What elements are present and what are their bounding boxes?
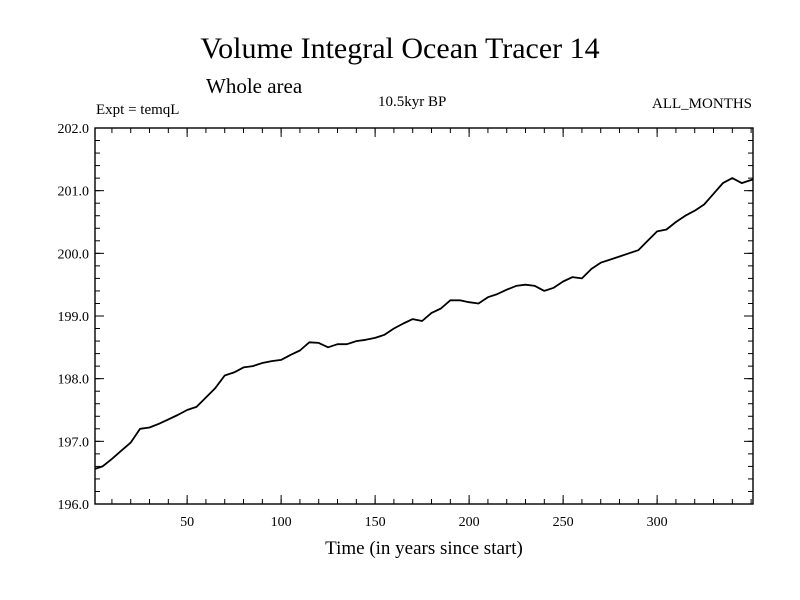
x-tick-label: 150 (365, 515, 386, 530)
y-tick-label: 197.0 (58, 435, 90, 450)
series-line (94, 177, 754, 470)
x-tick-label: 300 (647, 515, 668, 530)
y-tick-label: 202.0 (58, 122, 90, 137)
x-tick-label: 100 (271, 515, 292, 530)
period-label: 10.5kyr BP (378, 94, 447, 110)
x-tick-label: 50 (180, 515, 194, 530)
y-tick-label: 196.0 (58, 498, 90, 513)
series-group (94, 177, 754, 470)
y-tick-label: 198.0 (58, 373, 90, 388)
y-tick-label: 201.0 (58, 185, 90, 200)
axis-ticks (95, 127, 753, 505)
y-tick-label: 200.0 (58, 247, 90, 262)
chart-subtitle: Whole area (206, 74, 303, 98)
tick-labels: 196.0 197.0 198.0 199.0 200.0 201.0 202.0 50 100… (58, 122, 668, 530)
x-tick-label: 250 (553, 515, 574, 530)
x-axis-label: Time (in years since start) (325, 538, 523, 559)
y-tick-label: 199.0 (58, 310, 90, 325)
plot-frame (94, 127, 754, 505)
experiment-label: Expt = temqL (96, 102, 180, 118)
chart-title: Volume Integral Ocean Tracer 14 (200, 32, 600, 65)
x-tick-label: 200 (459, 515, 480, 530)
months-label: ALL_MONTHS (652, 96, 752, 112)
